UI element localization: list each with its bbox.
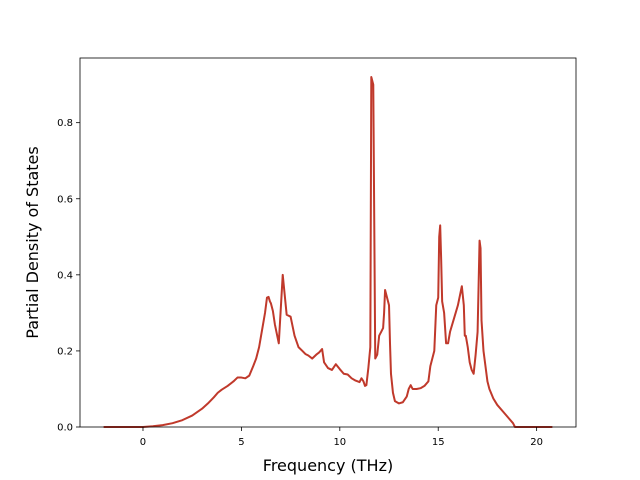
y-axis: 0.0 0.2 0.4 0.6 0.8 xyxy=(57,118,80,434)
x-axis-label: Frequency (THz) xyxy=(263,456,393,475)
x-tick-label: 0 xyxy=(140,437,146,448)
y-tick-label: 0.0 xyxy=(57,423,73,434)
x-axis: 0 5 10 15 20 xyxy=(140,427,543,448)
plot-frame xyxy=(79,57,577,428)
plot-area xyxy=(80,58,576,427)
x-tick-label: 10 xyxy=(333,437,346,448)
series-line-0 xyxy=(103,76,553,428)
y-axis-label: Partial Density of States xyxy=(23,146,42,338)
y-tick-label: 0.2 xyxy=(57,346,73,357)
y-tick-label: 0.4 xyxy=(57,270,73,281)
y-tick-label: 0.6 xyxy=(57,194,73,205)
y-tick-label: 0.8 xyxy=(57,118,73,129)
x-tick-label: 5 xyxy=(238,437,244,448)
x-tick-label: 15 xyxy=(432,437,445,448)
series-layer xyxy=(103,76,553,428)
x-tick-label: 20 xyxy=(530,437,543,448)
